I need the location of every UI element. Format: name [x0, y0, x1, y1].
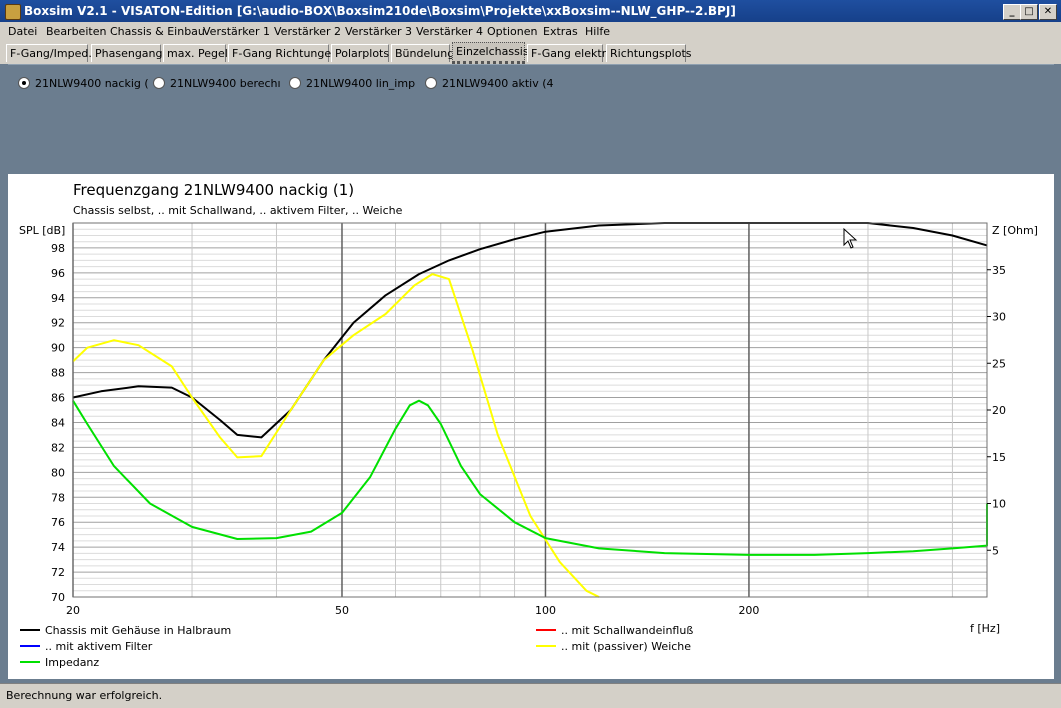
tab-f-gang-imped[interactable]: F-Gang/Imped. — [6, 44, 92, 62]
legend: Chassis mit Gehäuse in Halbraum .. mit Sc… — [20, 624, 693, 669]
y-tick-label: 80 — [51, 466, 65, 479]
y-tick-label: 94 — [51, 292, 65, 305]
y-tick-label: 70 — [51, 591, 65, 604]
menu-extras[interactable]: Extras — [543, 25, 578, 38]
tab-max-pegel[interactable]: max. Pegel — [163, 44, 228, 62]
chassis-selection-panel: 21NLW9400 nackig ( 21NLW9400 berechı 21N… — [8, 64, 1054, 175]
y-tick-label: 96 — [51, 267, 65, 280]
title-bar: Boxsim V2.1 - VISATON-Edition [G:\audio-… — [0, 0, 1061, 22]
y-tick-label: 78 — [51, 491, 65, 504]
menu-verstaerker-1[interactable]: Verstärker 1 — [203, 25, 271, 38]
legend-entry: Impedanz — [45, 656, 99, 669]
tab-einzelchassis[interactable]: Einzelchassis — [452, 42, 529, 64]
menu-optionen[interactable]: Optionen — [487, 25, 538, 38]
radio-chassis-1[interactable]: 21NLW9400 nackig ( — [18, 77, 149, 91]
status-text: Berechnung war erfolgreich. — [6, 689, 163, 702]
y2-tick-label: 5 — [992, 544, 999, 557]
chart-subtitle: Chassis selbst, .. mit Schallwand, .. ak… — [73, 204, 403, 217]
menu-verstaerker-2[interactable]: Verstärker 2 — [274, 25, 342, 38]
chart-title: Frequenzgang 21NLW9400 nackig (1) — [73, 181, 354, 199]
series-line-1 — [72, 273, 600, 598]
y-tick-label: 98 — [51, 242, 65, 255]
app-icon — [5, 4, 21, 20]
tab-polarplots[interactable]: Polarplots — [331, 44, 389, 62]
y-tick-label: 74 — [51, 541, 65, 554]
tick-labels: 70 72 74 76 78 80 82 84 86 88 90 92 94 96 98 5 10 15 20 25 3… — [51, 242, 1006, 617]
radio-label: 21NLW9400 lin_imp — [306, 77, 416, 90]
tab-buendelung[interactable]: Bündelung — [391, 44, 454, 62]
x-tick-label: 20 — [66, 604, 80, 617]
y2-tick-label: 10 — [992, 498, 1006, 511]
mouse-cursor-icon — [843, 227, 858, 249]
maximize-button[interactable]: □ — [1020, 4, 1038, 20]
x-axis-label: f [Hz] — [970, 622, 1000, 635]
radio-chassis-3[interactable]: 21NLW9400 lin_imp — [289, 77, 415, 91]
y2-tick-label: 15 — [992, 451, 1006, 464]
y-tick-label: 90 — [51, 342, 65, 355]
series-line-0 — [72, 222, 988, 439]
y-tick-label: 88 — [51, 367, 65, 380]
menu-bar: Datei Bearbeiten Chassis & Einbau Verstä… — [0, 22, 1061, 42]
radio-label: 21NLW9400 nackig ( — [35, 77, 149, 90]
frequency-response-chart: Frequenzgang 21NLW9400 nackig (1) Chassi… — [19, 181, 1038, 669]
y2-tick-label: 35 — [992, 264, 1006, 277]
x-tick-label: 100 — [535, 604, 556, 617]
series-line-2 — [72, 399, 988, 556]
y2-tick-label: 30 — [992, 311, 1006, 324]
tab-bar: F-Gang/Imped. Phasengang max. Pegel F-Ga… — [0, 42, 1061, 64]
menu-bearbeiten[interactable]: Bearbeiten — [46, 25, 107, 38]
y-tick-label: 72 — [51, 566, 65, 579]
radio-dot — [153, 77, 165, 89]
tab-richtungsplots[interactable]: Richtungsplots — [606, 44, 692, 62]
x-tick-label: 50 — [335, 604, 349, 617]
menu-hilfe[interactable]: Hilfe — [585, 25, 611, 38]
menu-datei[interactable]: Datei — [8, 25, 38, 38]
radio-dot — [289, 77, 301, 89]
tab-f-gang-elektr[interactable]: F-Gang elektr. — [527, 44, 609, 62]
tab-phasengang[interactable]: Phasengang — [91, 44, 163, 62]
radio-chassis-4[interactable]: 21NLW9400 aktiv (4 — [425, 77, 554, 91]
plot-area: Frequenzgang 21NLW9400 nackig (1) Chassi… — [8, 174, 1054, 679]
y2-axis-label: Z [Ohm] — [992, 224, 1038, 237]
radio-label: 21NLW9400 aktiv (4 — [442, 77, 554, 90]
radio-label: 21NLW9400 berechı — [170, 77, 281, 90]
y2-tick-label: 25 — [992, 357, 1006, 370]
legend-entry: .. mit Schallwandeinfluß — [561, 624, 693, 637]
y2-tick-label: 20 — [992, 404, 1006, 417]
minimize-button[interactable]: _ — [1003, 4, 1021, 20]
y-tick-label: 92 — [51, 317, 65, 330]
close-button[interactable]: ✕ — [1039, 4, 1057, 20]
radio-chassis-2[interactable]: 21NLW9400 berechı — [153, 77, 281, 91]
window-title: Boxsim V2.1 - VISATON-Edition [G:\audio-… — [24, 4, 736, 18]
menu-verstaerker-3[interactable]: Verstärker 3 — [345, 25, 413, 38]
x-tick-label: 200 — [738, 604, 759, 617]
radio-dot — [425, 77, 437, 89]
legend-entry: .. mit (passiver) Weiche — [561, 640, 691, 653]
y-tick-label: 82 — [51, 441, 65, 454]
y-tick-label: 86 — [51, 392, 65, 405]
grid — [72, 222, 987, 598]
menu-chassis-einbau[interactable]: Chassis & Einbau — [110, 25, 205, 38]
tab-f-gang-richtungen[interactable]: F-Gang Richtungen — [228, 44, 338, 62]
radio-dot — [18, 77, 30, 89]
y-axis-label: SPL [dB] — [19, 224, 65, 237]
legend-entry: .. mit aktivem Filter — [45, 640, 153, 653]
legend-entry: Chassis mit Gehäuse in Halbraum — [45, 624, 231, 637]
status-bar: Berechnung war erfolgreich. — [0, 683, 1061, 708]
menu-verstaerker-4[interactable]: Verstärker 4 — [416, 25, 484, 38]
y-tick-label: 84 — [51, 416, 65, 429]
y-tick-label: 76 — [51, 516, 65, 529]
